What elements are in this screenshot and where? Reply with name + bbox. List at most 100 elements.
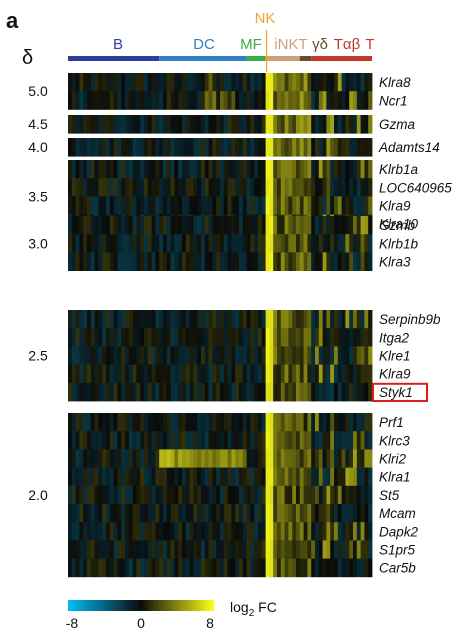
heatmap-cell <box>71 485 76 505</box>
heatmap-cell <box>322 178 327 197</box>
heatmap-cell <box>159 449 164 468</box>
heatmap-cell <box>315 413 320 432</box>
heatmap-cell <box>83 310 88 329</box>
heatmap-cell <box>360 91 365 110</box>
heatmap-cell <box>235 382 240 402</box>
heatmap-cell <box>299 431 304 450</box>
colorbar-segment <box>68 600 71 611</box>
heatmap-cell <box>125 115 130 134</box>
heatmap-cell <box>71 196 76 215</box>
heatmap-cell <box>106 160 111 179</box>
heatmap-cell <box>178 431 183 450</box>
heatmap-cell <box>151 216 156 235</box>
heatmap-cell <box>189 310 194 329</box>
heatmap-cell <box>326 431 331 450</box>
heatmap-cell <box>356 115 361 134</box>
delta-label-4-0: 4.0 <box>28 139 48 155</box>
heatmap-cell <box>250 504 255 523</box>
heatmap-cell <box>284 346 289 365</box>
heatmap-cell <box>265 178 270 197</box>
heatmap-cell <box>170 540 175 559</box>
heatmap-cell <box>246 540 251 559</box>
heatmap-cell <box>106 504 111 523</box>
heatmap-cell <box>235 91 240 110</box>
heatmap-cell <box>90 138 95 157</box>
heatmap-cell <box>185 504 190 523</box>
heatmap-cell <box>197 252 202 271</box>
heatmap-cell <box>296 431 301 450</box>
heatmap-cell <box>204 522 209 541</box>
group-label-4: NK <box>255 10 276 27</box>
heatmap-cell <box>360 504 365 523</box>
heatmap-cell <box>220 540 225 559</box>
heatmap-cell <box>106 196 111 215</box>
heatmap-cell <box>90 73 95 92</box>
heatmap-cell <box>284 504 289 523</box>
heatmap-cell <box>250 196 255 215</box>
heatmap-cell <box>216 346 221 365</box>
heatmap-cell <box>277 115 282 134</box>
heatmap-cell <box>299 328 304 347</box>
heatmap-cell <box>254 73 259 92</box>
heatmap-cell <box>185 91 190 110</box>
heatmap-cell <box>349 73 354 92</box>
heatmap-cell <box>94 115 99 134</box>
heatmap-cell <box>147 485 152 505</box>
heatmap-cell <box>254 558 259 578</box>
heatmap-cell <box>296 485 301 505</box>
heatmap-cell <box>83 413 88 432</box>
heatmap-cell <box>315 115 320 134</box>
heatmap-cell <box>159 115 164 134</box>
heatmap-cell <box>250 91 255 110</box>
heatmap-cell <box>178 522 183 541</box>
heatmap-cell <box>163 115 168 134</box>
heatmap-cell <box>159 504 164 523</box>
heatmap-cell <box>303 485 308 505</box>
heatmap-cell <box>356 196 361 215</box>
heatmap-cell <box>204 504 209 523</box>
heatmap-cell <box>163 196 168 215</box>
heatmap-cell <box>208 138 213 157</box>
heatmap-cell <box>208 178 213 197</box>
heatmap-cell <box>231 91 236 110</box>
heatmap-cell <box>353 138 358 157</box>
heatmap-cell <box>280 522 285 541</box>
heatmap-cell <box>269 234 274 253</box>
heatmap-cell <box>364 252 369 271</box>
heatmap-cell <box>311 449 316 468</box>
heatmap-cell <box>159 252 164 271</box>
gene-label-klrc3: Klrc3 <box>379 433 410 448</box>
heatmap-cell <box>315 216 320 235</box>
heatmap-cell <box>315 252 320 271</box>
heatmap-cell <box>303 346 308 365</box>
heatmap-cell <box>322 467 327 487</box>
heatmap-cell <box>227 73 232 92</box>
heatmap-cell <box>90 467 95 487</box>
heatmap-cell <box>71 73 76 92</box>
heatmap-cell <box>132 467 137 487</box>
heatmap-cell <box>311 540 316 559</box>
heatmap-cell <box>261 252 266 271</box>
heatmap-cell <box>341 431 346 450</box>
heatmap-cell <box>208 160 213 179</box>
heatmap-cell <box>303 310 308 329</box>
heatmap-cell <box>277 558 282 578</box>
heatmap-cell <box>368 431 373 450</box>
heatmap-cell <box>117 196 122 215</box>
heatmap-cell <box>132 234 137 253</box>
heatmap-cell <box>315 449 320 468</box>
heatmap-cell <box>345 540 350 559</box>
heatmap-cell <box>250 234 255 253</box>
heatmap-cell <box>185 346 190 365</box>
heatmap-cell <box>75 178 80 197</box>
heatmap-cell <box>280 431 285 450</box>
heatmap-cell <box>189 216 194 235</box>
heatmap-cell <box>193 73 198 92</box>
heatmap-cell <box>307 73 312 92</box>
heatmap-cell <box>235 485 240 505</box>
heatmap-cell <box>277 504 282 523</box>
heatmap-cell <box>208 431 213 450</box>
colorbar-segment <box>189 600 193 611</box>
heatmap-cell <box>299 467 304 487</box>
heatmap-block-1 <box>68 73 373 110</box>
